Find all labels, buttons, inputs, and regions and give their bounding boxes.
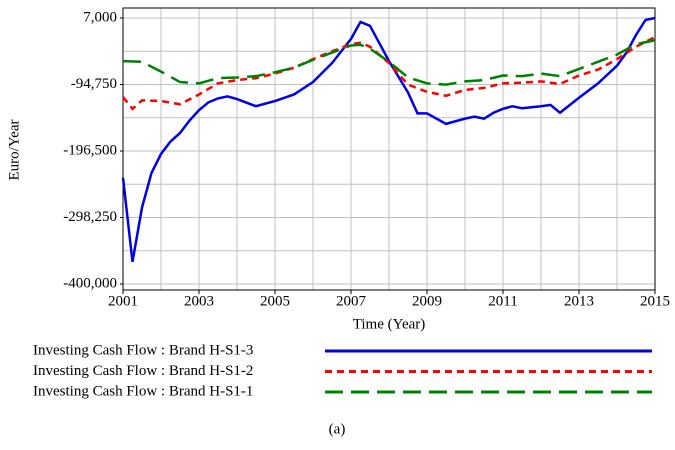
x-tick-label: 2005 <box>260 293 290 309</box>
x-tick-label: 2003 <box>184 293 214 309</box>
x-tick-label: 2009 <box>412 293 442 309</box>
y-tick-label: -298,250 <box>63 209 117 225</box>
x-axis-label: Time (Year) <box>353 316 426 332</box>
y-tick-label: 7,000 <box>83 9 117 25</box>
x-tick-label: 2011 <box>488 293 517 309</box>
y-tick-label: -196,500 <box>63 142 117 158</box>
x-tick-label: 2001 <box>108 293 138 309</box>
y-tick-label: -94,750 <box>71 76 117 92</box>
y-axis-label: Euro/Year <box>6 120 22 181</box>
legend-label: Investing Cash Flow : Brand H-S1-3 <box>33 342 253 358</box>
series-line <box>122 38 656 86</box>
x-tick-label: 2015 <box>640 293 670 309</box>
plot-frame <box>122 7 656 291</box>
caption: (a) <box>329 421 346 437</box>
legend-label: Investing Cash Flow : Brand H-S1-1 <box>33 383 253 399</box>
x-tick-label: 2013 <box>564 293 594 309</box>
x-tick-label: 2007 <box>336 293 367 309</box>
series-line <box>121 16 656 262</box>
y-tick-label: -400,000 <box>63 275 117 291</box>
series-line <box>122 35 656 111</box>
legend-label: Investing Cash Flow : Brand H-S1-2 <box>33 363 253 379</box>
